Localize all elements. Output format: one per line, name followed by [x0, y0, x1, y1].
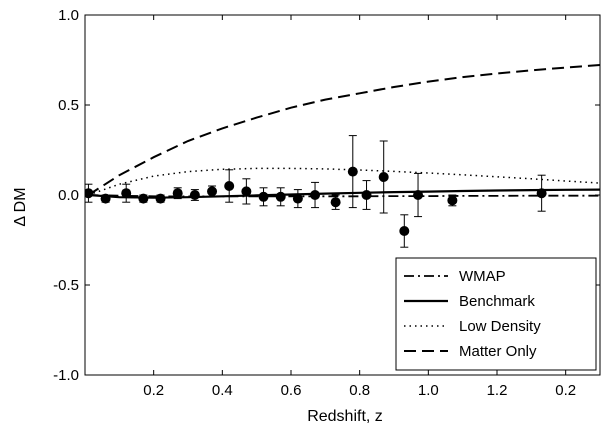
- x-tick-label: 0.4: [212, 382, 233, 399]
- legend-label: Matter Only: [459, 343, 537, 360]
- data-point: [310, 181, 321, 209]
- data-point: [275, 187, 286, 207]
- x-tick-label: 1.2: [487, 382, 508, 399]
- y-tick-label: 0.5: [58, 97, 79, 114]
- data-marker: [361, 190, 372, 200]
- data-marker: [189, 190, 200, 200]
- x-tick-label: 0.8: [349, 382, 370, 399]
- data-point: [85, 183, 94, 203]
- series-line-low-density: [88, 167, 600, 196]
- y-tick-label: 1.0: [58, 7, 79, 24]
- data-marker: [85, 188, 94, 199]
- data-marker: [275, 191, 286, 202]
- data-marker: [330, 197, 341, 208]
- plot-area: [85, 64, 600, 248]
- data-point: [399, 214, 410, 248]
- x-tick-label: 0.2: [555, 382, 576, 399]
- data-point: [241, 178, 252, 205]
- data-marker: [413, 190, 424, 200]
- data-marker: [172, 188, 183, 199]
- data-point: [100, 193, 111, 204]
- data-marker: [447, 195, 458, 206]
- y-axis-label: Δ DM: [12, 187, 29, 226]
- axes: 0.2 0.4 0.6 0.8 1.0 1.2 0.2 1.0 0.5 0.0 -0.5 -1.0: [53, 7, 601, 399]
- data-marker: [207, 186, 218, 197]
- series-line-wmap: [88, 194, 600, 198]
- data-point: [138, 193, 149, 204]
- data-marker: [224, 181, 235, 191]
- data-point: [536, 174, 547, 212]
- data-point: [258, 187, 269, 207]
- series-line-matter-only: [87, 64, 600, 196]
- data-marker: [121, 188, 132, 199]
- data-point: [292, 189, 303, 209]
- data-marker: [138, 193, 149, 204]
- data-marker: [241, 186, 252, 197]
- data-marker: [292, 193, 303, 204]
- x-axis-label: Redshift, z: [307, 408, 383, 425]
- x-tick-label: 0.2: [143, 382, 164, 399]
- data-point: [207, 185, 218, 198]
- data-marker: [258, 191, 269, 202]
- data-marker: [100, 193, 111, 204]
- data-marker: [399, 226, 410, 236]
- legend-label: Benchmark: [459, 293, 535, 310]
- x-tick-label: 1.0: [418, 382, 439, 399]
- data-marker: [310, 190, 321, 200]
- y-tick-label: 0.0: [58, 187, 79, 204]
- legend: WMAP Benchmark Low Density Matter Only: [395, 257, 597, 371]
- data-point: [121, 183, 132, 203]
- series-line-benchmark: [88, 188, 600, 199]
- data-point: [224, 169, 235, 203]
- y-tick-label: -0.5: [53, 277, 79, 294]
- legend-label: Low Density: [459, 318, 541, 335]
- data-point: [172, 187, 183, 200]
- data-point: [189, 189, 200, 201]
- data-point: [347, 135, 358, 209]
- data-point: [330, 194, 341, 210]
- data-marker: [378, 172, 389, 182]
- data-point: [447, 194, 458, 207]
- data-point: [361, 180, 372, 210]
- y-tick-label: -1.0: [53, 367, 79, 384]
- data-marker: [347, 166, 358, 177]
- legend-label: WMAP: [459, 268, 506, 285]
- data-point: [413, 172, 424, 218]
- x-tick-label: 0.6: [281, 382, 302, 399]
- data-point: [378, 140, 389, 214]
- data-point: [155, 193, 166, 204]
- data-marker: [536, 188, 547, 199]
- data-marker: [155, 193, 166, 204]
